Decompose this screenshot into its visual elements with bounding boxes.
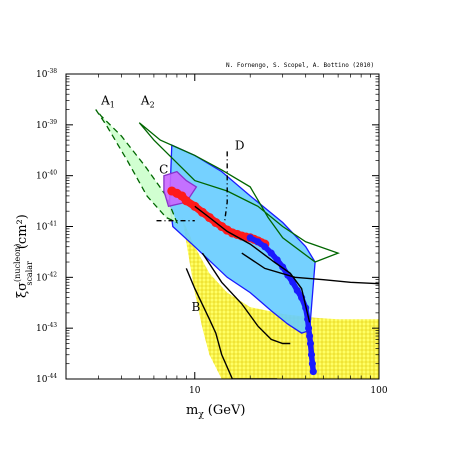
blue-points-point xyxy=(261,243,269,251)
x-tick-label: 100 xyxy=(370,386,387,396)
blue-points-point xyxy=(309,368,317,376)
blue-points-point xyxy=(306,332,314,340)
x-axis-subscript: χ xyxy=(198,410,204,420)
plot-area xyxy=(95,109,379,379)
x-tick-label: 10 xyxy=(189,386,201,396)
y-tick-label: 10-39 xyxy=(36,119,57,131)
red-points-point xyxy=(181,196,191,206)
yellow-band xyxy=(181,217,379,379)
y-tick-label: 10-42 xyxy=(36,271,57,283)
blue-points-point xyxy=(293,286,301,295)
blue-points-point xyxy=(246,234,254,242)
y-axis-unit: (cm²) xyxy=(15,214,30,249)
green-band-a1 xyxy=(95,109,179,224)
region-label-a1: A1 xyxy=(100,94,115,110)
curve-b-inner xyxy=(201,252,291,345)
blue-points-point xyxy=(305,324,313,332)
region-label-a2: A2 xyxy=(140,94,155,110)
y-axis-superscript: (nucleon) xyxy=(13,244,22,282)
x-axis-unit: (GeV) xyxy=(208,403,246,418)
y-axis-subscript: scalar xyxy=(25,261,34,286)
region-label-d: D xyxy=(235,138,245,152)
y-tick-label: 10-38 xyxy=(36,68,57,80)
blue-points-point xyxy=(289,278,297,286)
y-axis-title: ξσ(nucleon) scalar (cm²) xyxy=(13,214,34,298)
exclusion-line xyxy=(241,252,379,285)
curve-d-dashdot-vertical xyxy=(223,151,228,223)
blue-points-point xyxy=(308,360,316,368)
blue-points-point xyxy=(254,238,262,246)
blue-points-point xyxy=(306,339,315,348)
green-band-a2 xyxy=(138,122,340,263)
curve-b-outer xyxy=(185,268,278,379)
ticks-layer: 10-38 10-39 10-40 10-41 10-42 10-43 10-44 10 100 xyxy=(36,68,388,396)
y-axis-label: ξσ xyxy=(15,282,30,298)
region-label-c: C xyxy=(159,163,168,177)
x-axis-title: mχ (GeV) xyxy=(186,403,245,420)
region-label-b: B xyxy=(192,300,201,314)
blue-points-point xyxy=(267,249,275,257)
series-layer xyxy=(167,186,317,376)
chart-credit: N. Fornengo, S. Scopel, A. Bottino (2010… xyxy=(226,62,374,69)
y-tick-label: 10-40 xyxy=(36,170,57,182)
y-tick-label: 10-43 xyxy=(36,322,57,334)
region-labels-layer: A1 A2 C D B xyxy=(100,94,244,314)
curves-layer xyxy=(156,151,379,379)
curve-d-loop xyxy=(194,205,311,323)
y-tick-label: 10-41 xyxy=(36,221,57,233)
blue-points-point xyxy=(273,256,281,264)
x-axis-label: m xyxy=(186,403,198,418)
y-tick-label: 10-44 xyxy=(36,373,57,385)
blue-points-point xyxy=(307,351,316,359)
